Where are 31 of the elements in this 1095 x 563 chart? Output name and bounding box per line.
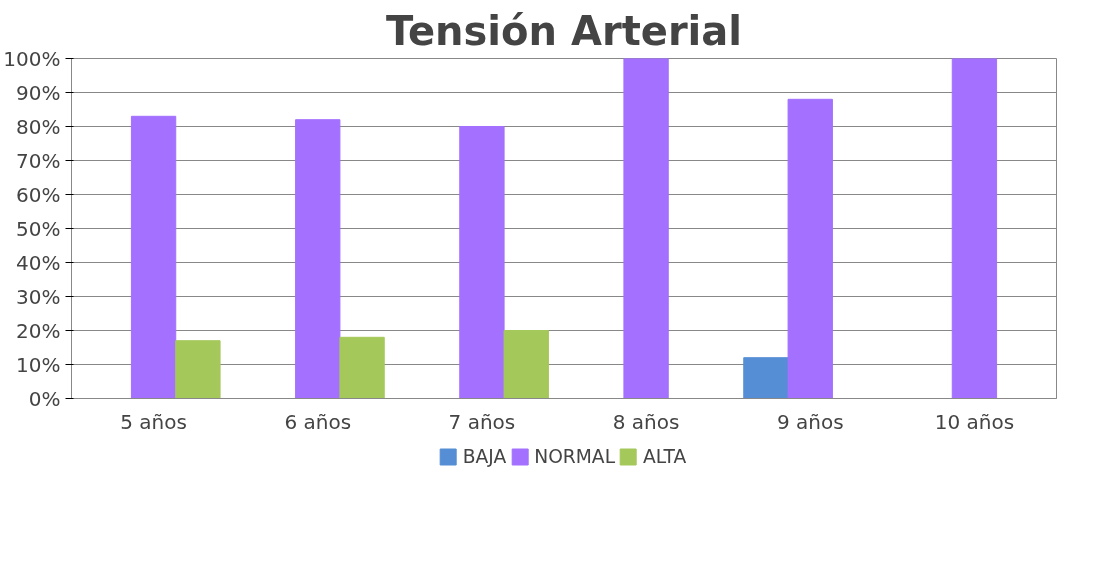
y-tick-label: 100% [3, 46, 61, 71]
y-tick-label: 80% [16, 114, 61, 139]
bar [339, 336, 385, 399]
y-tick-label: 60% [16, 182, 61, 207]
y-tick-label: 50% [16, 216, 61, 241]
bar [459, 126, 505, 399]
bar [623, 58, 669, 399]
y-tick-label: 40% [16, 250, 61, 275]
bar [175, 340, 221, 399]
bar [130, 115, 177, 399]
x-tick-label: 9 años [776, 409, 844, 434]
x-tick-label: 8 años [612, 409, 680, 434]
bar [951, 58, 998, 399]
y-tick-label: 20% [16, 318, 61, 343]
y-tick-label: 10% [16, 352, 61, 377]
x-tick-label: 7 años [448, 409, 516, 434]
y-tick-label: 70% [16, 148, 61, 173]
x-tick-label: 5 años [120, 409, 187, 434]
legend-label: BAJA [462, 445, 507, 467]
bar [295, 119, 341, 399]
chart-title: Tensión Arterial [385, 7, 743, 54]
y-tick-label: 30% [16, 284, 61, 309]
bar [787, 98, 833, 399]
x-tick-label: 10 años [934, 409, 1015, 434]
bar [743, 357, 789, 399]
bar [503, 330, 549, 399]
legend-label: NORMAL [534, 445, 616, 467]
x-tick-label: 6 años [284, 409, 352, 434]
y-tick-label: 0% [28, 386, 61, 411]
y-tick-label: 90% [16, 80, 61, 105]
legend-label: ALTA [643, 445, 687, 467]
